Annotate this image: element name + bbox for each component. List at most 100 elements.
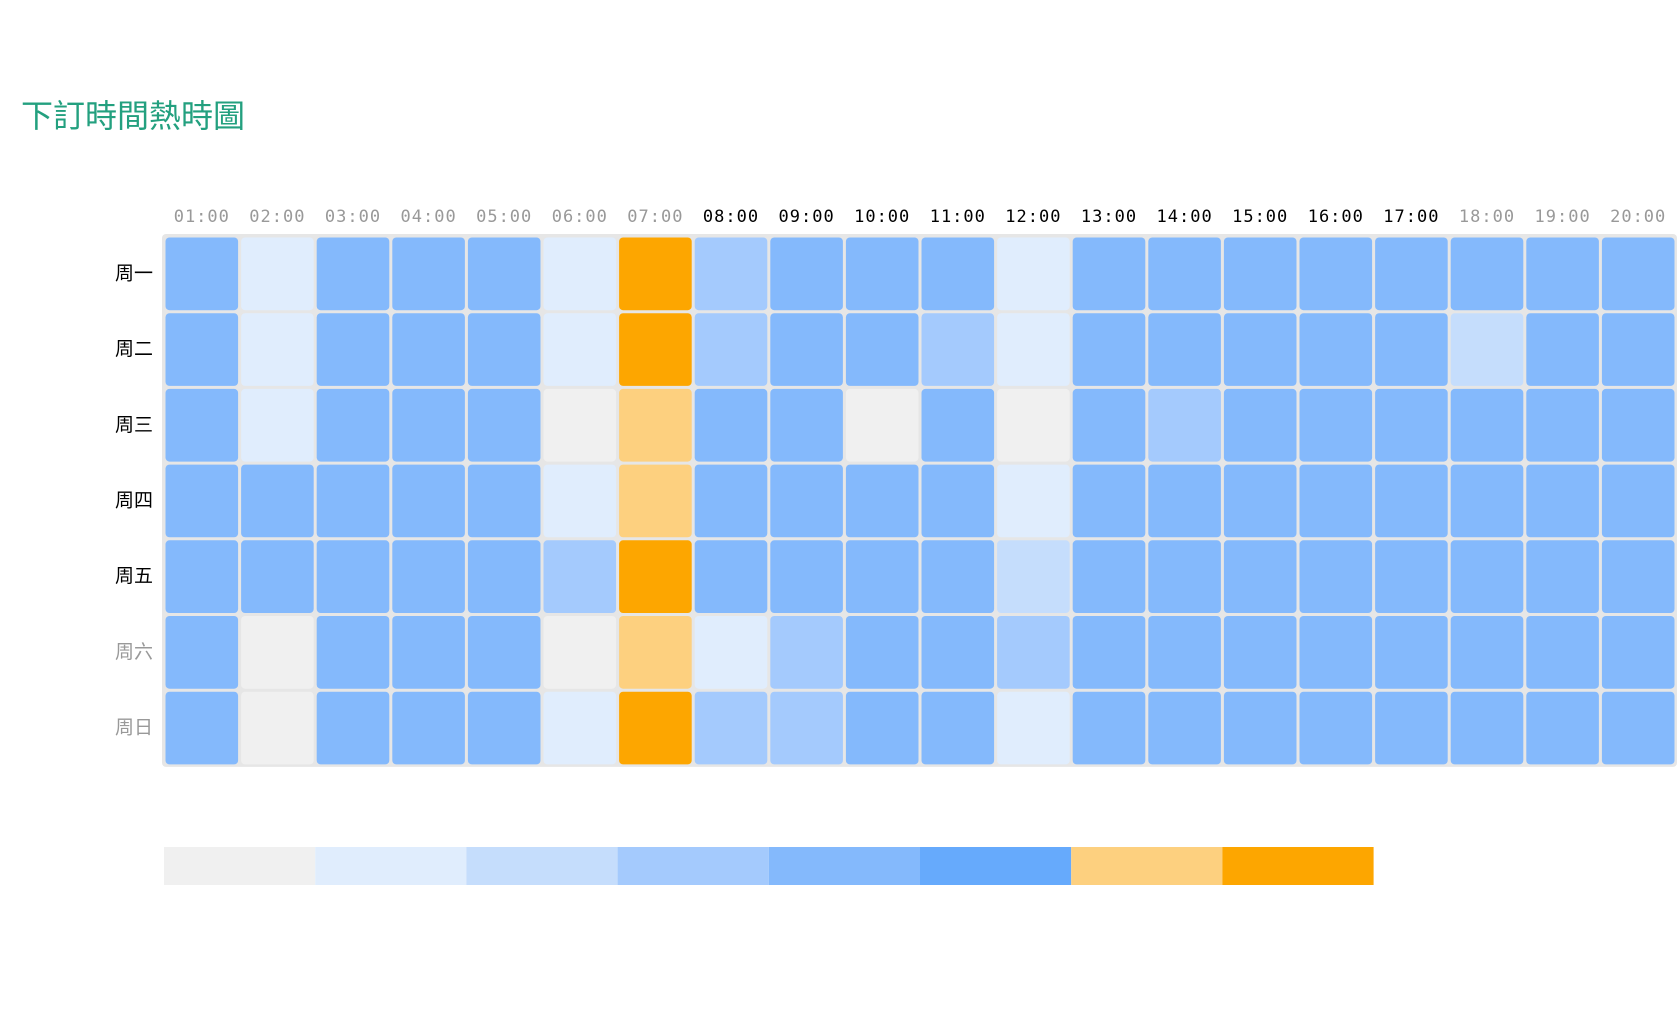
heat-cell	[1526, 691, 1599, 765]
heat-cell	[1601, 691, 1675, 765]
heat-cell	[770, 237, 843, 311]
heat-cell	[619, 464, 692, 538]
heat-cell	[1601, 313, 1675, 386]
heat-cell	[1526, 237, 1599, 311]
heat-cell	[694, 237, 768, 311]
x-tick-label: 11:00	[930, 207, 986, 227]
heat-cell	[1299, 237, 1373, 311]
heat-cell	[997, 464, 1070, 538]
heat-cell	[1148, 237, 1221, 311]
heat-cell	[921, 464, 995, 538]
chart-title: 下訂時間熱時圖	[21, 97, 245, 135]
heat-cell	[921, 691, 995, 765]
heat-cell	[1450, 540, 1524, 613]
heat-cell	[997, 388, 1070, 462]
x-tick-label: 13:00	[1081, 207, 1137, 227]
heat-cell	[997, 691, 1070, 765]
heat-cell	[316, 540, 390, 613]
heat-cell	[1375, 691, 1448, 765]
legend-swatch	[920, 847, 1072, 885]
heat-cell	[241, 464, 314, 538]
x-tick-label: 16:00	[1308, 207, 1364, 227]
x-tick-label: 02:00	[249, 207, 305, 227]
heat-cell	[1148, 691, 1221, 765]
heat-cell	[165, 313, 239, 386]
heat-cell	[467, 616, 541, 689]
heat-cell	[316, 691, 390, 765]
heat-cell	[1299, 691, 1373, 765]
heat-cell	[392, 464, 465, 538]
heat-cell	[921, 237, 995, 311]
heat-cell	[921, 616, 995, 689]
heat-cell	[241, 540, 314, 613]
heat-cell	[845, 313, 919, 386]
heat-cell	[694, 616, 768, 689]
heat-cell	[1299, 616, 1373, 689]
heat-cell	[619, 540, 692, 613]
x-tick-label: 12:00	[1005, 207, 1061, 227]
heat-cell	[1223, 388, 1297, 462]
heat-cell	[467, 464, 541, 538]
heat-cell	[770, 388, 843, 462]
heat-cell	[1601, 616, 1675, 689]
heat-cell	[543, 313, 617, 386]
heat-cell	[1072, 388, 1146, 462]
heat-cell	[543, 540, 617, 613]
legend-swatch	[617, 847, 769, 885]
heat-cell	[316, 388, 390, 462]
heat-cell	[1072, 691, 1146, 765]
heat-cell	[845, 616, 919, 689]
heat-cell	[241, 691, 314, 765]
y-tick-label: 周一	[115, 262, 153, 284]
heat-cell	[1526, 464, 1599, 538]
heat-cell	[543, 691, 617, 765]
heat-cell	[316, 464, 390, 538]
heat-cell	[1223, 691, 1297, 765]
legend-swatch	[164, 847, 316, 885]
heat-cell	[316, 616, 390, 689]
heat-cell	[1450, 388, 1524, 462]
heat-cell	[467, 691, 541, 765]
heat-cell	[392, 616, 465, 689]
y-tick-label: 周四	[115, 489, 153, 511]
x-tick-label: 05:00	[476, 207, 532, 227]
y-tick-label: 周五	[115, 565, 153, 587]
heat-cell	[694, 540, 768, 613]
heat-cell	[619, 691, 692, 765]
heat-cell	[845, 237, 919, 311]
heat-cell	[1148, 388, 1221, 462]
y-tick-label: 周二	[115, 338, 153, 360]
heat-cell	[1526, 616, 1599, 689]
heat-cell	[1299, 540, 1373, 613]
heat-cell	[1375, 388, 1448, 462]
heat-cell	[165, 616, 239, 689]
heat-cell	[845, 464, 919, 538]
x-tick-label: 09:00	[779, 207, 835, 227]
x-tick-label: 18:00	[1459, 207, 1515, 227]
heat-cell	[1072, 237, 1146, 311]
heat-cell	[1148, 616, 1221, 689]
heat-cell	[1450, 464, 1524, 538]
heat-cell	[619, 313, 692, 386]
legend-swatch	[768, 847, 920, 885]
x-tick-label: 06:00	[552, 207, 608, 227]
heat-cell	[1375, 540, 1448, 613]
heat-cell	[543, 464, 617, 538]
heat-cell	[1375, 237, 1448, 311]
heat-cell	[316, 237, 390, 311]
x-tick-label: 03:00	[325, 207, 381, 227]
grid-background	[162, 234, 1677, 767]
heat-cell	[1601, 540, 1675, 613]
heat-cell	[1450, 616, 1524, 689]
x-tick-label: 20:00	[1610, 207, 1666, 227]
x-tick-label: 04:00	[401, 207, 457, 227]
heat-cell	[1601, 388, 1675, 462]
heat-cell	[1223, 237, 1297, 311]
heat-cell	[1299, 388, 1373, 462]
y-tick-label: 周六	[115, 641, 153, 663]
heat-cell	[165, 388, 239, 462]
x-tick-label: 08:00	[703, 207, 759, 227]
legend-swatch	[466, 847, 618, 885]
